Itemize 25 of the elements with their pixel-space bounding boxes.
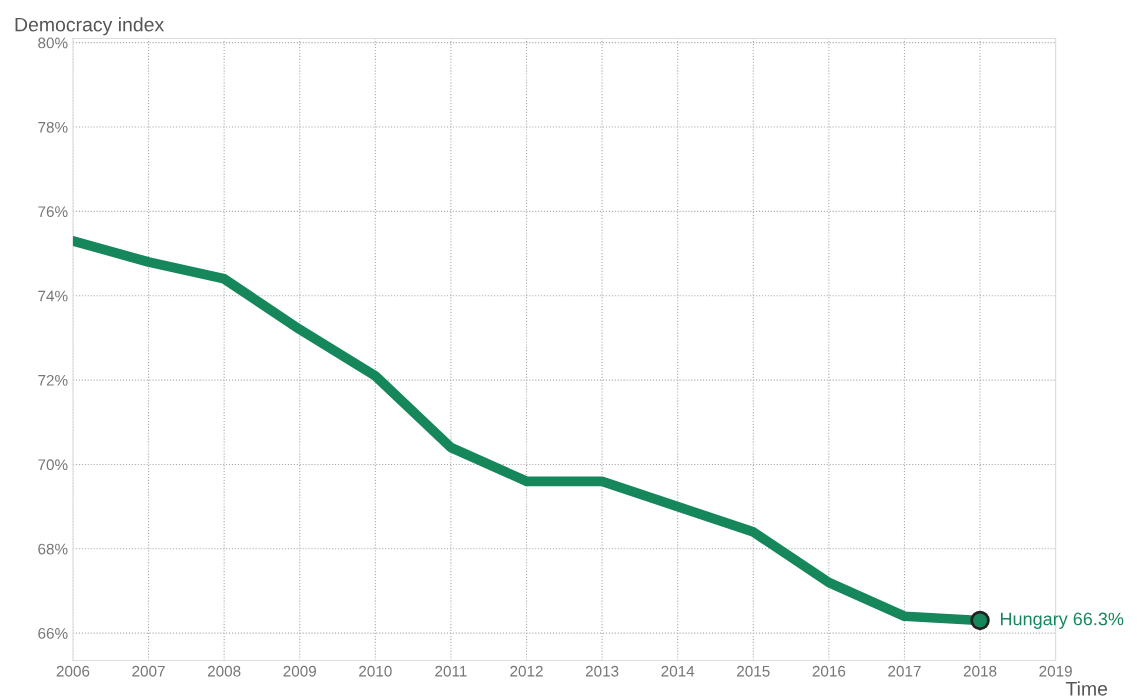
x-tick-label: 2009 [283, 665, 316, 677]
x-tick-label: 2007 [132, 665, 165, 677]
x-tick-label: 2008 [207, 665, 241, 677]
y-tick-label: 74% [38, 290, 68, 302]
y-tick-label: 76% [38, 206, 68, 218]
y-tick-label: 66% [38, 628, 68, 639]
x-tick-label: 2006 [56, 665, 90, 677]
x-tick-label: 2011 [435, 665, 467, 677]
x-tick-label: 2018 [963, 665, 997, 677]
x-tick-label: 2019 [1039, 665, 1072, 677]
x-tick-label: 2016 [812, 665, 846, 677]
x-axis-title: Time [1065, 681, 1108, 696]
x-tick-label: 2017 [888, 665, 921, 677]
y-tick-label: 72% [38, 374, 68, 386]
x-tick-label: 2012 [510, 665, 543, 677]
y-tick-label: 80% [38, 37, 68, 49]
y-axis-title: Democracy index [15, 17, 164, 36]
x-tick-label: 2015 [737, 665, 770, 677]
y-tick-label: 78% [38, 121, 68, 133]
x-tick-label: 2013 [585, 665, 619, 677]
y-tick-label: 70% [38, 459, 68, 471]
annotation: Hungary 66.3% [1000, 612, 1124, 629]
y-tick-label: 68% [38, 543, 68, 555]
x-tick-label: 2014 [661, 665, 695, 677]
x-tick-label: 2010 [359, 665, 392, 677]
